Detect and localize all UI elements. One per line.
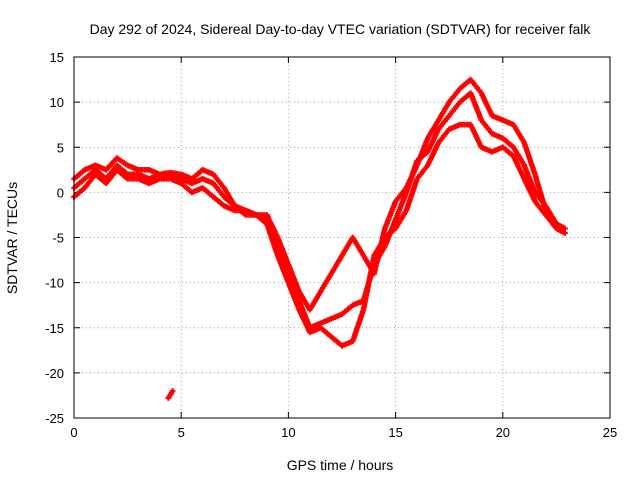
x-tick-label: 25 [603, 425, 617, 440]
data-trail [72, 91, 567, 330]
series-isolated-segment [165, 388, 176, 401]
data-points [71, 76, 568, 401]
y-tick-label: -5 [52, 231, 64, 246]
x-tick-label: 0 [70, 425, 77, 440]
y-tick-label: -20 [45, 366, 64, 381]
y-tick-label: 5 [57, 140, 64, 155]
y-tick-label: 0 [57, 185, 64, 200]
x-tick-label: 10 [281, 425, 295, 440]
series-track-1 [71, 76, 568, 313]
y-tick-label: -15 [45, 321, 64, 336]
data-trail [72, 121, 567, 348]
y-tick-label: -10 [45, 276, 64, 291]
y-axis-label: SDTVAR / TECUs [4, 182, 20, 294]
x-tick-label: 20 [496, 425, 510, 440]
grid-lines [74, 57, 610, 418]
y-tick-label: -25 [45, 411, 64, 426]
data-trail [72, 78, 567, 311]
chart-title: Day 292 of 2024, Sidereal Day-to-day VTE… [90, 21, 592, 37]
y-tick-label: 10 [50, 95, 64, 110]
y-axis-tick-labels: -25 -20 -15 -10 -5 0 5 10 15 [45, 50, 64, 426]
x-tick-label: 5 [178, 425, 185, 440]
x-tick-label: 15 [388, 425, 402, 440]
x-axis-label: GPS time / hours [287, 457, 394, 473]
y-tick-label: 15 [50, 50, 64, 65]
plot-frame [73, 56, 611, 419]
x-axis-tick-labels: 0 5 10 15 20 25 [70, 425, 617, 440]
data-trail [166, 389, 175, 400]
series-track-3 [71, 121, 568, 349]
